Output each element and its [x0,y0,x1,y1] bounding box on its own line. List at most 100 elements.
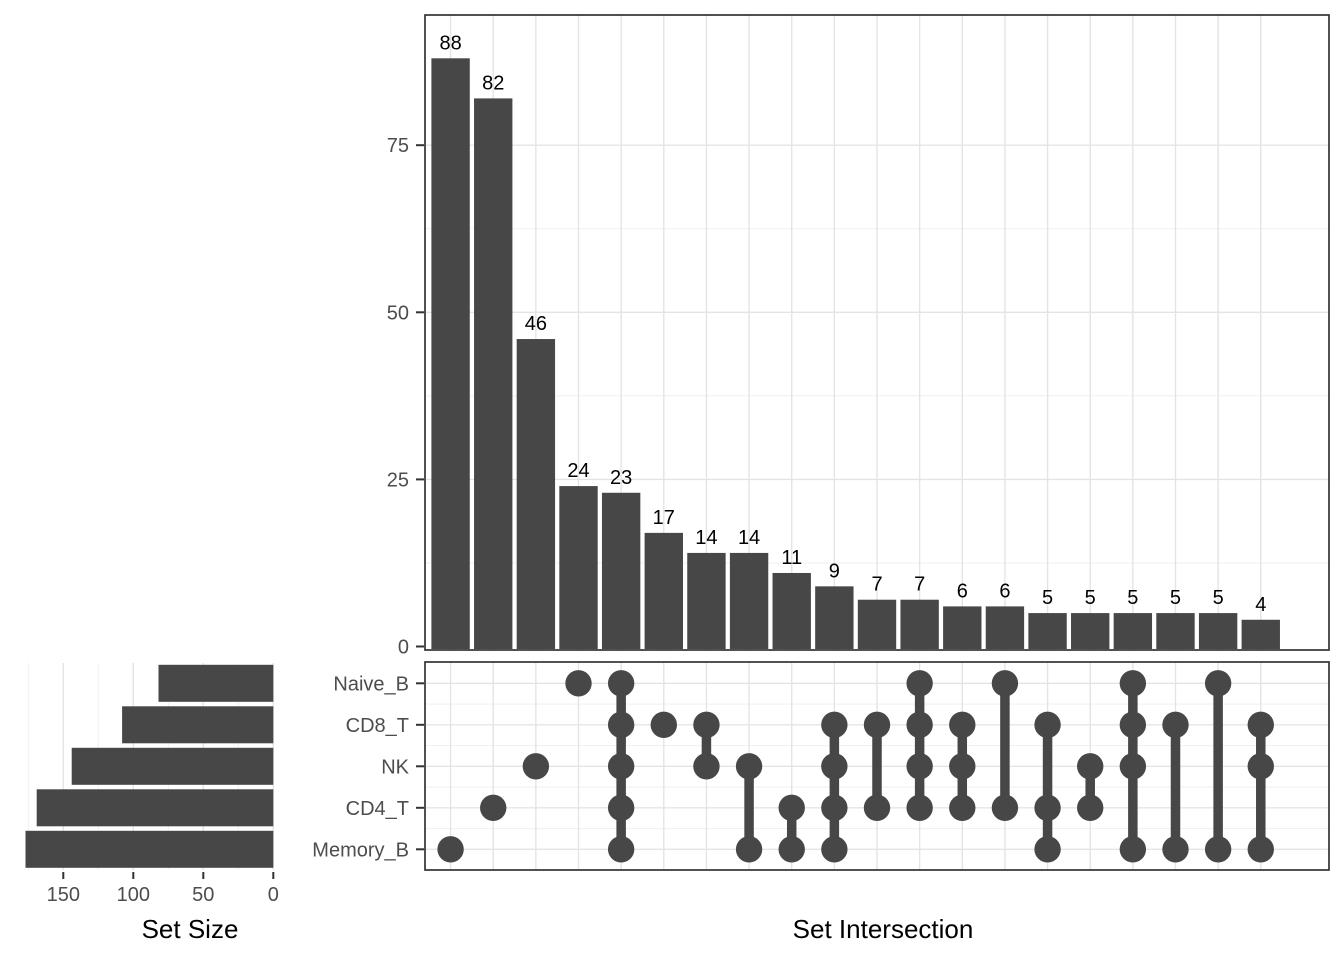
matrix-dot [480,794,507,821]
matrix-dot [607,711,635,738]
bar-value-label: 9 [829,560,840,582]
matrix-dot [437,836,464,863]
matrix-dot [949,794,976,821]
set-size-tick-label: 150 [47,884,80,906]
intersection-bar [431,58,470,650]
intersection-bar [644,532,683,649]
matrix-dot [821,753,848,780]
bar-value-label: 24 [567,460,589,482]
matrix-dot [906,711,933,738]
set-size-bar [71,747,274,785]
matrix-dot [607,794,635,821]
set-size-bar [122,706,274,744]
bar-value-label: 5 [1170,587,1181,609]
bar-value-label: 82 [482,72,504,94]
bar-value-label: 6 [999,580,1010,602]
bar-value-label: 11 [781,547,802,569]
matrix-dot [1247,711,1274,738]
matrix-dot [1162,836,1189,863]
y-axis-tick-label: 25 [387,469,409,491]
intersection-bar [1071,613,1110,649]
bar-value-label: 14 [738,527,760,549]
intersection-bar [1028,613,1067,649]
set-size-bar [36,789,274,827]
bar-value-label: 88 [439,32,461,54]
set-label: Naive_B [333,673,409,695]
matrix-dot [991,670,1019,697]
matrix-dot [1162,711,1189,738]
intersection-bar [559,486,598,649]
matrix-dot [565,670,592,697]
set-size-tick-label: 100 [117,884,150,906]
intersection-bar [1198,613,1238,649]
matrix-dot [735,753,763,780]
matrix-dot [1247,753,1274,780]
matrix-dot [1204,836,1232,863]
set-size-tick-label: 0 [268,884,279,906]
intersection-bar [1156,613,1195,649]
matrix-dot [863,794,891,821]
bar-value-label: 5 [1213,587,1224,609]
matrix-dot [1119,753,1147,780]
matrix-dot [991,794,1019,821]
matrix-panel-border [424,661,1330,871]
matrix-dot [522,753,550,780]
matrix-dot [650,711,677,738]
set-label: CD4_T [346,798,409,820]
matrix-dot [821,794,848,821]
y-axis-tick-label: 0 [398,637,409,659]
matrix-dot [1034,836,1061,863]
intersection-panel-border [424,14,1330,651]
matrix-dot [607,836,635,863]
set-size-tick-label: 50 [192,884,214,906]
matrix-dot [1034,794,1061,821]
matrix-dot [1119,711,1147,738]
matrix-dot [906,670,933,697]
bar-value-label: 5 [1127,587,1138,609]
matrix-dot [1247,836,1274,863]
intersection-bar [900,599,939,649]
intersection-bar [601,492,641,649]
matrix-dot [693,711,720,738]
matrix-dot [821,711,848,738]
set-size-axis-title: Set Size [141,914,239,944]
bar-value-label: 17 [653,507,675,529]
matrix-dot [1077,753,1104,780]
matrix-dot [778,794,805,821]
matrix-dot [949,753,976,780]
matrix-dot [693,753,720,780]
matrix-dot [906,794,933,821]
bar-value-label: 5 [1042,587,1053,609]
intersection-bar [474,98,513,650]
matrix-dot [607,670,635,697]
set-size-bar [25,830,274,868]
intersection-bar [687,552,726,649]
set-size-bar [158,664,274,702]
intersection-bar [1113,613,1153,649]
intersection-bar [1241,619,1280,649]
bar-value-label: 4 [1255,594,1266,616]
set-label: NK [381,756,409,778]
set-label: Memory_B [312,839,409,861]
bar-value-label: 14 [695,527,717,549]
y-axis-tick-label: 50 [387,302,409,324]
y-axis-tick-label: 75 [387,135,409,157]
intersection-bar [985,606,1025,649]
bar-value-label: 46 [525,313,547,335]
intersection-bar [943,606,982,649]
intersection-bar [815,586,854,649]
bar-value-label: 7 [871,574,882,596]
matrix-dot [1204,670,1232,697]
intersection-bar [772,572,811,649]
matrix-dot [778,836,805,863]
matrix-dot [735,836,763,863]
bar-value-label: 6 [957,580,968,602]
matrix-dot [863,711,891,738]
intersection-bar [729,552,769,649]
matrix-dot [949,711,976,738]
set-label: CD8_T [346,715,409,737]
intersection-bar [857,599,897,649]
matrix-dot [821,836,848,863]
